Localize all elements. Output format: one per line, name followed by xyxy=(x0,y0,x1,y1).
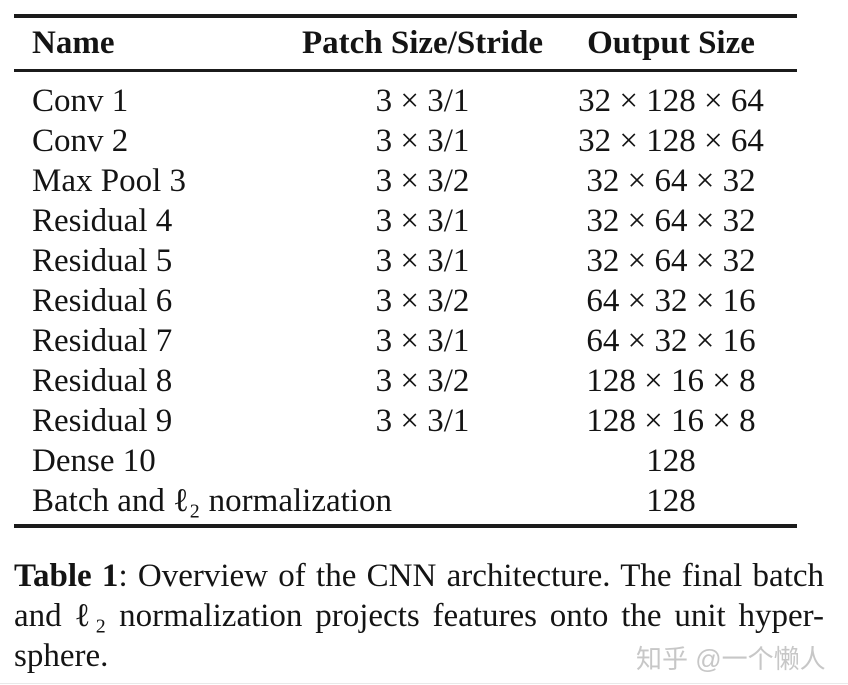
cell-patch: 3 × 3/1 xyxy=(375,82,470,119)
cell-name: Residual 8 xyxy=(32,362,173,399)
cell-name: Residual 4 xyxy=(32,202,173,239)
cell-name: Dense 10 xyxy=(32,442,156,479)
cell-name: Residual 6 xyxy=(32,282,173,319)
cell-patch: 3 × 3/1 xyxy=(375,242,470,279)
table-row: Residual 6 3 × 3/2 64 × 32 × 16 xyxy=(14,281,797,321)
cell-output: 64 × 32 × 16 xyxy=(586,322,756,359)
table-row: Conv 2 3 × 3/1 32 × 128 × 64 xyxy=(14,121,797,161)
cell-name: Batch and ℓ₂ normalization xyxy=(32,482,392,519)
table-row: Dense 10 128 xyxy=(14,441,797,481)
caption-line-2: and ℓ₂ normalization projects features o… xyxy=(14,598,824,634)
cell-name: Residual 7 xyxy=(32,322,173,359)
cell-name: Max Pool 3 xyxy=(32,162,187,199)
column-header-output: Output Size xyxy=(587,25,755,61)
caption-line-3: sphere. xyxy=(14,638,109,674)
cell-name: Residual 9 xyxy=(32,402,173,439)
cell-patch: 3 × 3/2 xyxy=(375,162,470,199)
cell-name: Conv 2 xyxy=(32,122,129,159)
zhihu-watermark: 知乎 @一个懒人 xyxy=(636,644,826,674)
table-row: Residual 7 3 × 3/1 64 × 32 × 16 xyxy=(14,321,797,361)
cell-output: 32 × 128 × 64 xyxy=(578,122,764,159)
table-row: Residual 4 3 × 3/1 32 × 64 × 32 xyxy=(14,201,797,241)
cell-patch: 3 × 3/1 xyxy=(375,122,470,159)
page-bottom-divider xyxy=(0,683,848,684)
cell-name: Residual 5 xyxy=(32,242,173,279)
cell-patch: 3 × 3/2 xyxy=(375,362,470,399)
cell-output: 128 × 16 × 8 xyxy=(586,402,756,439)
cell-output: 32 × 64 × 32 xyxy=(586,242,756,279)
table-top-rule xyxy=(14,14,797,18)
table-bottom-rule xyxy=(14,524,797,528)
table-header-row: Name Patch Size/Stride Output Size xyxy=(14,18,797,69)
cell-output: 32 × 64 × 32 xyxy=(586,202,756,239)
column-header-name: Name xyxy=(32,25,115,61)
cell-output: 32 × 128 × 64 xyxy=(578,82,764,119)
table-row: Residual 9 3 × 3/1 128 × 16 × 8 xyxy=(14,401,797,441)
cell-output: 128 × 16 × 8 xyxy=(586,362,756,399)
cnn-architecture-table: Name Patch Size/Stride Output Size Conv … xyxy=(14,14,797,528)
table-row: Conv 1 3 × 3/1 32 × 128 × 64 xyxy=(14,81,797,121)
caption-label: Table 1 xyxy=(14,558,119,594)
cell-patch: 3 × 3/2 xyxy=(375,282,470,319)
cell-patch: 3 × 3/1 xyxy=(375,322,470,359)
table-row: Batch and ℓ₂ normalization 128 xyxy=(14,481,797,521)
table-caption: Table 1: Overview of the CNN architectur… xyxy=(14,556,824,676)
cell-output: 128 xyxy=(646,442,696,479)
table-body: Conv 1 3 × 3/1 32 × 128 × 64 Conv 2 3 × … xyxy=(14,72,797,521)
caption-line-1: Table 1: Overview of the CNN architectur… xyxy=(14,556,824,596)
cell-output: 32 × 64 × 32 xyxy=(586,162,756,199)
table-row: Max Pool 3 3 × 3/2 32 × 64 × 32 xyxy=(14,161,797,201)
caption-text: : Overview of the CNN architecture. The … xyxy=(118,558,825,594)
table-row: Residual 8 3 × 3/2 128 × 16 × 8 xyxy=(14,361,797,401)
column-header-patch: Patch Size/Stride xyxy=(301,25,544,61)
cell-patch: 3 × 3/1 xyxy=(375,202,470,239)
cell-patch: 3 × 3/1 xyxy=(375,402,470,439)
table-header-rule xyxy=(14,69,797,72)
cell-output: 128 xyxy=(646,482,696,519)
table-row: Residual 5 3 × 3/1 32 × 64 × 32 xyxy=(14,241,797,281)
cell-output: 64 × 32 × 16 xyxy=(586,282,756,319)
cell-name: Conv 1 xyxy=(32,82,129,119)
